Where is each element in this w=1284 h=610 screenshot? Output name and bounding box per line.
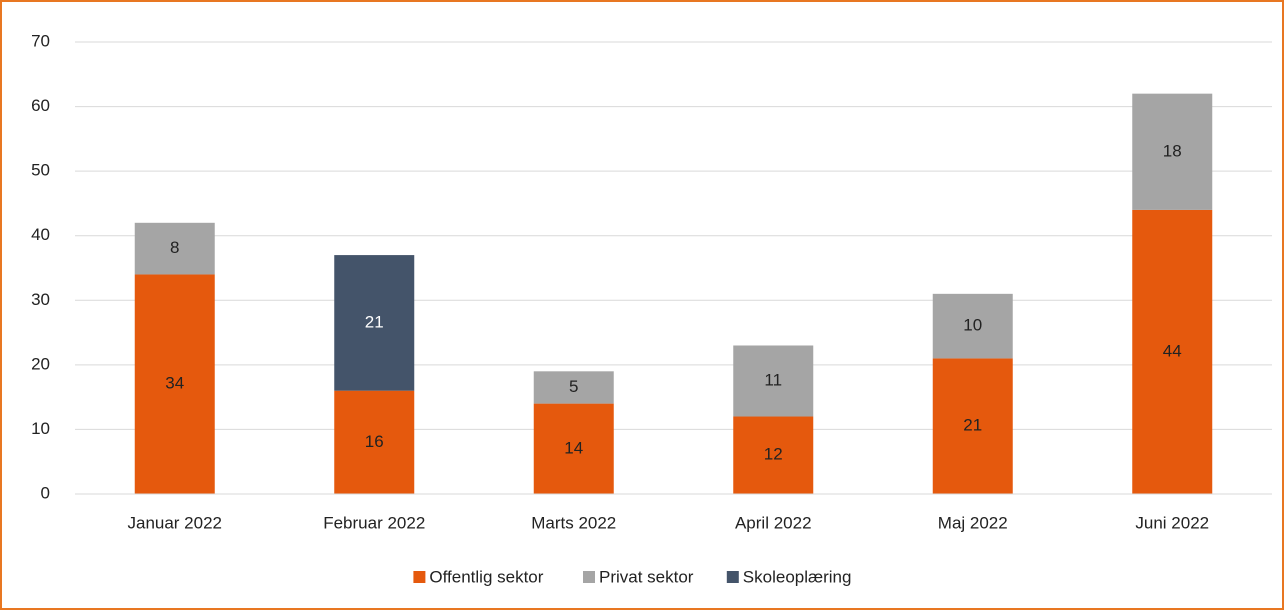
data-label: 14 (564, 438, 583, 457)
legend-swatch (726, 571, 739, 583)
y-tick-label: 0 (41, 483, 50, 502)
bar-segment (533, 403, 614, 494)
bar-segment (932, 358, 1013, 494)
bar-segment (733, 345, 814, 417)
y-tick-label: 70 (31, 31, 50, 50)
legend-swatch (583, 571, 595, 583)
data-label: 44 (1163, 341, 1182, 360)
y-tick-label: 20 (31, 354, 50, 373)
legend-label: Privat sektor (599, 567, 694, 586)
y-tick-label: 60 (31, 96, 50, 115)
y-tick-label: 40 (31, 225, 50, 244)
data-label: 34 (165, 374, 184, 393)
y-tick-label: 50 (31, 161, 50, 180)
legend-swatch (413, 571, 426, 583)
data-label: 12 (764, 445, 783, 464)
x-tick-label: April 2022 (735, 513, 812, 532)
bar-segment (134, 274, 215, 494)
x-tick-label: Juni 2022 (1135, 513, 1209, 532)
y-tick-label: 10 (31, 419, 50, 438)
legend-label: Skoleoplæring (743, 567, 852, 586)
legend-label: Offentlig sektor (429, 567, 543, 586)
x-tick-label: Januar 2022 (127, 513, 222, 532)
x-tick-label: Maj 2022 (938, 513, 1008, 532)
y-tick-label: 30 (31, 290, 50, 309)
data-label: 18 (1163, 141, 1182, 160)
data-label: 8 (170, 238, 179, 257)
x-tick-label: Februar 2022 (323, 513, 425, 532)
data-label: 5 (569, 377, 578, 396)
bar-segment (1132, 209, 1213, 494)
bar-segment (334, 390, 415, 494)
bar-segment (932, 293, 1013, 359)
bar-segment (1132, 93, 1213, 210)
x-tick-label: Marts 2022 (531, 513, 616, 532)
bar-segment (134, 222, 215, 275)
bar-segment (733, 416, 814, 494)
data-label: 16 (365, 432, 384, 451)
data-label: 11 (764, 370, 782, 389)
data-label: 21 (963, 416, 982, 435)
data-label: 10 (963, 316, 982, 335)
bar-segment (334, 255, 415, 391)
bar-segment (533, 371, 614, 404)
data-label: 21 (365, 312, 384, 331)
